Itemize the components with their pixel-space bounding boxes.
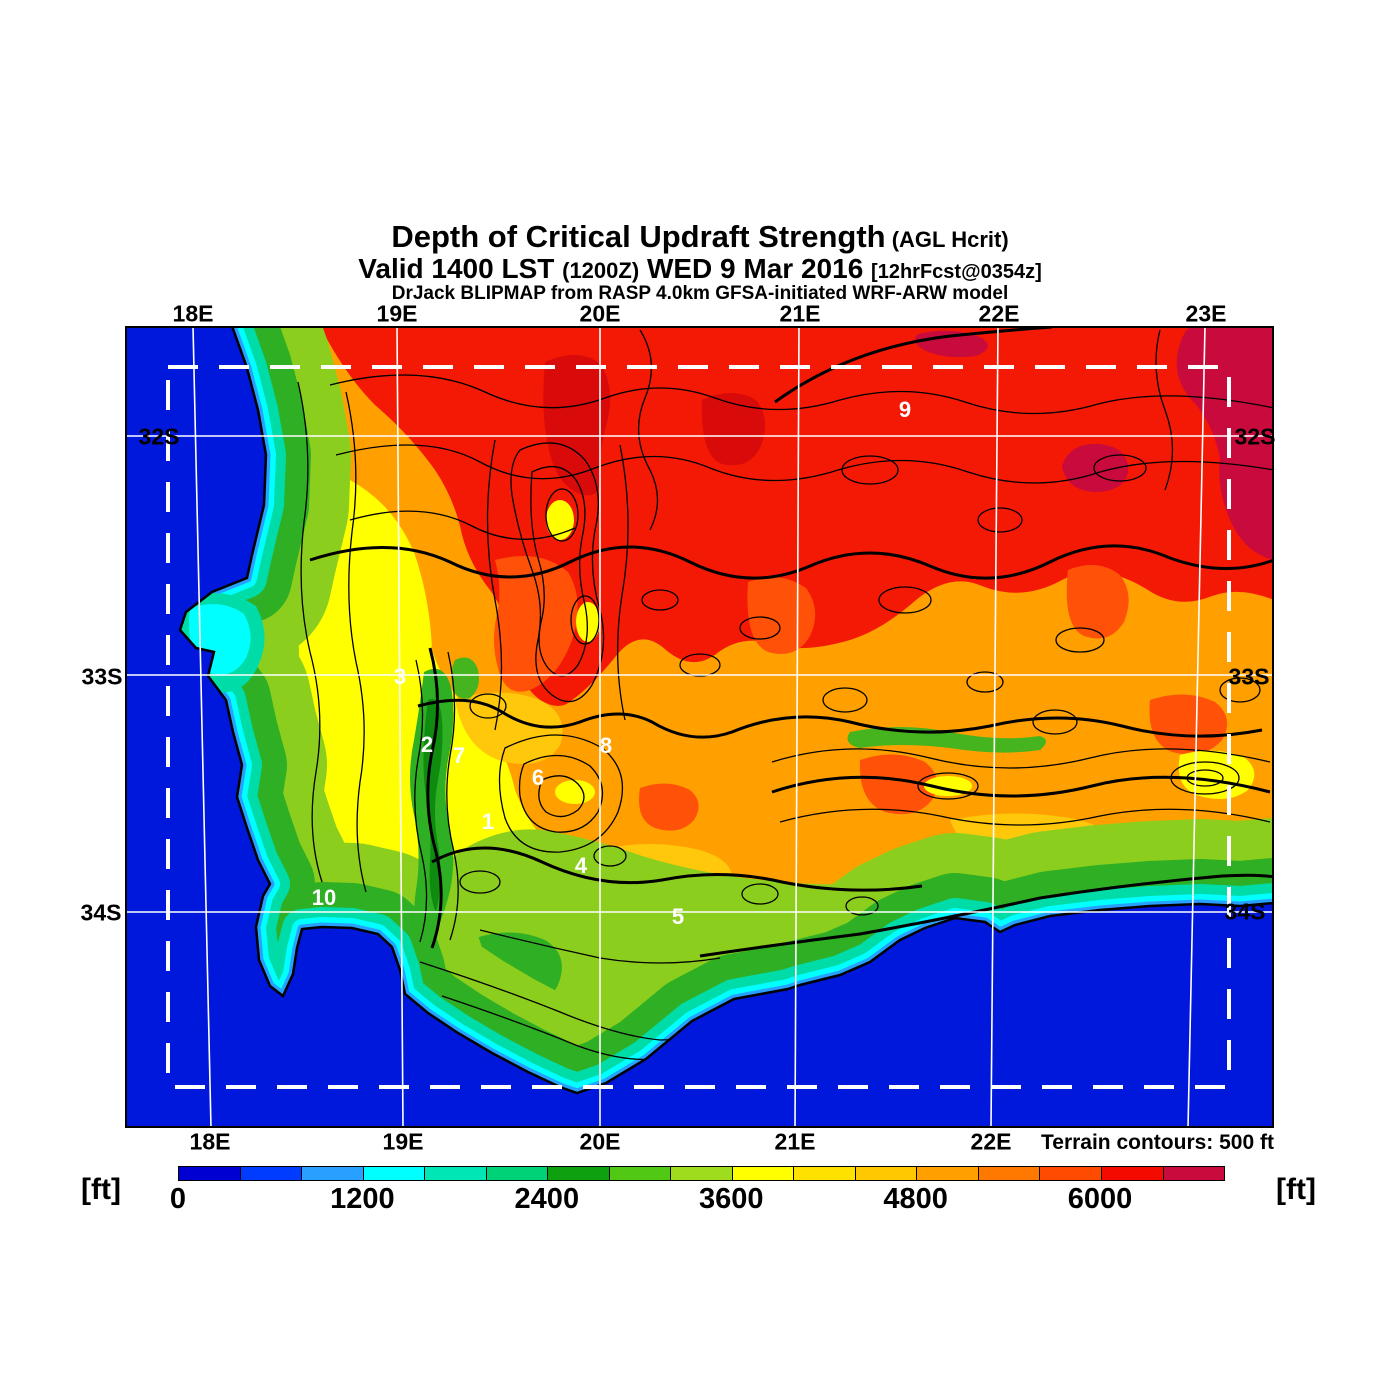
color-scale-ticks: 0 1200 2400 3600 4800 6000 <box>170 1183 1223 1215</box>
axis-label-top: 21E <box>779 300 821 327</box>
title-block: Depth of Critical Updraft Strength (AGL … <box>0 219 1400 305</box>
terrain-contours <box>297 329 1274 1061</box>
unit-label-left: [ft] <box>81 1173 121 1206</box>
color-scale-tick-label: 0 <box>169 1183 187 1215</box>
forecast-tag: [12hrFcst@0354z] <box>871 261 1042 284</box>
valid-prefix: Valid 1400 LST <box>358 253 563 285</box>
terrain-contours-note: Terrain contours: 500 ft <box>1041 1131 1274 1154</box>
color-scale-segment <box>609 1167 672 1180</box>
color-scale-tick-label: 3600 <box>698 1183 764 1215</box>
color-scale-segment <box>732 1167 795 1180</box>
color-scale-segment <box>1163 1167 1225 1180</box>
color-scale-tick-label: 2400 <box>514 1183 580 1215</box>
color-scale-segment <box>1101 1167 1164 1180</box>
axis-label-left: 34S <box>80 899 122 926</box>
axis-label-bottom: 18E <box>189 1128 231 1155</box>
color-scale-segment <box>363 1167 426 1180</box>
axis-label-bottom: 19E <box>382 1128 424 1155</box>
map-area <box>125 325 1275 1129</box>
color-scale-segment <box>425 1167 487 1180</box>
map-frame <box>125 326 1274 1128</box>
color-scale-bar <box>178 1166 1225 1181</box>
axis-label-bottom: 22E <box>970 1128 1012 1155</box>
color-scale-segment <box>917 1167 979 1180</box>
color-scale-segment <box>179 1167 241 1180</box>
color-scale-tick-label: 6000 <box>1067 1183 1133 1215</box>
terrain-map-svg <box>125 325 1275 1129</box>
coastline <box>178 325 1275 1095</box>
color-scale-segment <box>548 1167 610 1180</box>
graticule <box>125 325 1274 1129</box>
color-scale-segment <box>855 1167 918 1180</box>
color-scale-segment <box>671 1167 733 1180</box>
axis-label-top: 18E <box>172 300 214 327</box>
color-scale-segment <box>240 1167 303 1180</box>
model-line: DrJack BLIPMAP from RASP 4.0km GFSA-init… <box>391 283 1009 305</box>
axis-label-left: 33S <box>81 663 123 690</box>
color-scale-segment <box>302 1167 364 1180</box>
axis-label-top: 20E <box>579 300 621 327</box>
color-scale-segment <box>794 1167 856 1180</box>
unit-label-right: [ft] <box>1276 1173 1316 1206</box>
color-scale-segment <box>1040 1167 1102 1180</box>
axis-label-bottom: 21E <box>774 1128 816 1155</box>
axis-label-top: 19E <box>376 300 418 327</box>
zulu-time: (1200Z) <box>562 258 640 284</box>
color-scale-tick-label: 1200 <box>330 1183 395 1215</box>
axis-label-top: 23E <box>1185 300 1227 327</box>
map-title: Depth of Critical Updraft Strength (AGL … <box>0 219 1400 254</box>
title-main: Depth of Critical Updraft Strength <box>391 219 886 254</box>
color-scale-tick-label: 4800 <box>883 1183 948 1215</box>
valid-date: WED 9 Mar 2016 <box>639 253 872 285</box>
thick-contours <box>309 326 1274 958</box>
domain-dashed-box <box>166 365 1231 1089</box>
valid-time-line: Valid 1400 LST (1200Z) WED 9 Mar 2016 [1… <box>0 254 1400 283</box>
color-scale-segment <box>486 1167 549 1180</box>
axis-label-top: 22E <box>978 300 1020 327</box>
title-suffix: (AGL Hcrit) <box>885 227 1009 252</box>
color-scale-segment <box>978 1167 1041 1180</box>
axis-label-bottom: 20E <box>579 1128 621 1155</box>
